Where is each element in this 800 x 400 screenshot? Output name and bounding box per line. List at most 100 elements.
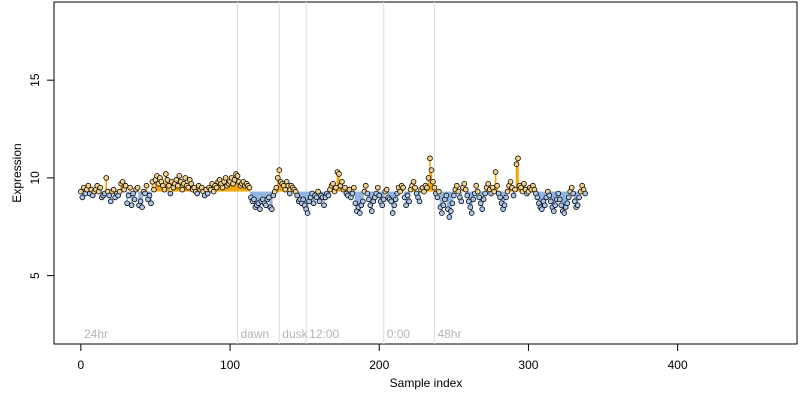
data-point <box>167 190 174 197</box>
data-point <box>266 194 272 201</box>
data-point <box>421 188 427 195</box>
corner-label: 24hr <box>84 327 108 341</box>
data-point <box>366 196 372 203</box>
axes: 0 100 200 300 400 5 10 15 <box>28 73 688 372</box>
data-point <box>513 161 520 168</box>
data-point <box>552 202 559 209</box>
data-point <box>479 206 485 212</box>
y-tick-label: 10 <box>28 171 42 185</box>
data-point <box>565 194 572 201</box>
data-point <box>561 210 568 216</box>
data-point <box>106 192 113 199</box>
data-point <box>474 188 481 195</box>
y-tick-label: 5 <box>28 272 42 279</box>
data-point <box>97 184 104 191</box>
data-point <box>576 194 582 201</box>
data-point <box>448 208 454 214</box>
plot-frame <box>53 1 798 345</box>
x-axis-title: Sample index <box>390 376 463 390</box>
data-point <box>367 202 374 209</box>
data-point <box>321 202 327 209</box>
x-tick-label: 0 <box>78 358 85 372</box>
data-point <box>127 184 133 191</box>
y-axis-title: Expression <box>10 143 24 202</box>
data-point <box>182 175 189 181</box>
data-point <box>342 184 348 191</box>
data-point <box>473 182 480 189</box>
data-point <box>219 184 226 191</box>
data-point <box>131 196 138 203</box>
data-point <box>363 182 369 189</box>
data-point <box>204 190 211 197</box>
data-point <box>130 190 136 197</box>
data-point <box>151 186 157 193</box>
data-point <box>313 194 320 201</box>
data-point <box>79 194 86 201</box>
data-point <box>376 192 383 199</box>
data-point <box>504 188 511 195</box>
data-point <box>446 214 453 220</box>
data-point <box>406 198 412 205</box>
data-point <box>185 184 192 191</box>
data-point <box>558 202 565 209</box>
data-point <box>392 196 399 203</box>
data-point <box>333 184 339 191</box>
data-point <box>269 206 275 212</box>
data-point <box>146 192 153 199</box>
data-point <box>251 196 257 203</box>
data-point <box>410 178 417 185</box>
data-point <box>222 175 229 181</box>
data-point <box>539 206 545 212</box>
data-point <box>374 184 381 191</box>
data-point <box>439 210 445 216</box>
data-point <box>546 192 553 199</box>
data-point <box>510 192 517 199</box>
data-point <box>85 182 92 189</box>
data-point <box>400 184 406 191</box>
data-point <box>461 180 468 187</box>
y-tick-label: 15 <box>28 73 42 87</box>
data-point <box>139 204 145 211</box>
data-point <box>449 200 456 207</box>
condition-label: 0:00 <box>387 327 411 341</box>
condition-marker-lines <box>237 2 435 344</box>
data-point <box>582 190 588 197</box>
condition-label: 12:00 <box>309 327 339 341</box>
data-point <box>556 196 563 203</box>
data-point <box>440 202 447 209</box>
data-point <box>477 200 484 207</box>
data-point <box>491 188 497 195</box>
data-point <box>103 175 110 181</box>
data-point <box>364 190 371 197</box>
data-point <box>571 198 578 205</box>
data-point <box>330 180 336 187</box>
data-point <box>173 177 180 183</box>
data-point <box>451 192 457 199</box>
data-point <box>274 175 281 181</box>
data-point <box>507 178 514 185</box>
data-point <box>425 175 432 181</box>
data-point <box>403 202 409 209</box>
condition-label: 48hr <box>437 327 461 341</box>
data-point <box>116 188 123 195</box>
data-point <box>124 200 130 207</box>
data-point <box>351 184 357 191</box>
data-point <box>210 188 217 195</box>
data-point <box>257 206 263 212</box>
data-point <box>119 178 126 185</box>
data-points <box>78 155 588 220</box>
data-point <box>480 196 487 203</box>
data-point <box>383 186 390 193</box>
data-point <box>455 188 462 195</box>
data-point <box>424 184 430 191</box>
data-point <box>485 180 491 187</box>
data-point <box>404 192 411 199</box>
data-point <box>482 190 488 197</box>
data-point <box>339 178 345 185</box>
data-point <box>434 194 441 201</box>
data-point <box>315 188 321 195</box>
data-point <box>125 192 132 199</box>
data-point <box>570 190 577 197</box>
data-point <box>389 210 396 216</box>
